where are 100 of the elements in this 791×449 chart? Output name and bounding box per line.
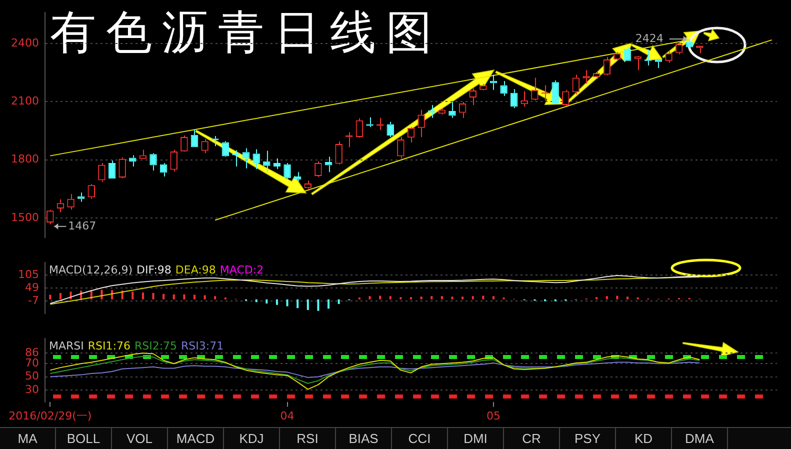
bar (49, 294, 52, 300)
y-tick-label: 70 (25, 356, 39, 370)
y-tick-label: 1500 (11, 210, 39, 224)
candlestick (510, 88, 518, 109)
bar (255, 299, 258, 302)
candlestick (448, 101, 456, 118)
candlestick (273, 158, 281, 170)
bar (306, 299, 309, 310)
chart-title: MARSI (49, 339, 84, 352)
bar (152, 292, 154, 300)
bar (266, 299, 268, 304)
bar (162, 294, 165, 300)
bar (296, 299, 299, 308)
bar (451, 296, 454, 300)
bar (59, 292, 62, 300)
bar (482, 296, 484, 300)
bar (472, 296, 474, 300)
text: CR (504, 428, 560, 449)
candlestick (108, 160, 116, 179)
text: RSI (280, 428, 336, 449)
candlestick (438, 108, 446, 115)
candlestick (324, 156, 332, 173)
series-label: DIF:98 (136, 263, 172, 276)
text: KD (616, 428, 672, 449)
bar (389, 296, 392, 300)
y-tick-label: 86 (25, 346, 39, 359)
candlestick (552, 80, 559, 104)
candlestick (592, 70, 600, 80)
bar (606, 296, 608, 300)
text: KDJ (224, 428, 280, 449)
text: BIAS (336, 428, 392, 449)
bar (626, 296, 629, 300)
bar (204, 295, 206, 300)
candlestick (686, 38, 693, 49)
candlestick (500, 80, 508, 96)
candlestick (356, 118, 364, 138)
series-label: RSI2:75 (134, 339, 178, 352)
candlestick (654, 60, 662, 69)
bar (430, 296, 433, 300)
text: CCI (392, 428, 448, 449)
candlestick (139, 149, 147, 159)
bar (132, 292, 134, 300)
bar (172, 294, 175, 300)
text: BOLL (56, 428, 112, 449)
series-label: DEA:98 (175, 263, 216, 276)
text: DMA (672, 428, 728, 449)
y-tick-label: 50 (25, 370, 39, 383)
candlestick (77, 192, 85, 202)
candlestick (335, 140, 342, 166)
bar (492, 296, 494, 300)
y-tick-label: 105 (18, 268, 39, 282)
candlestick (582, 70, 590, 84)
text: PSY (560, 428, 616, 449)
candlestick (222, 140, 230, 156)
bar (379, 296, 382, 300)
y-tick-label: 2100 (11, 94, 39, 108)
bar (420, 296, 422, 300)
bar (616, 296, 618, 300)
candlestick (190, 128, 198, 148)
text: DMI (448, 428, 504, 449)
candlestick (572, 74, 580, 95)
annotation: MACD:2 (220, 263, 264, 276)
candlestick (98, 162, 106, 182)
chart-title: 有色沥青日线图 (50, 4, 442, 60)
text: MACD (168, 428, 224, 449)
text: MA (0, 428, 56, 449)
candlestick (418, 109, 425, 138)
bar (276, 299, 278, 305)
candlestick (242, 148, 250, 169)
annotation: 1467 (68, 219, 96, 232)
bar (183, 294, 186, 300)
candlestick (428, 104, 436, 118)
bar (286, 299, 288, 306)
bar (462, 296, 464, 300)
chart-title: MACD(12,26,9) (49, 263, 133, 276)
series-label: RSI1:76 (88, 339, 130, 352)
candlestick (562, 89, 570, 107)
bar (368, 296, 371, 300)
x-tick-label: 04 (280, 409, 294, 422)
x-tick-label: 05 (486, 409, 500, 422)
y-tick-label: 30 (25, 382, 39, 396)
candlestick (397, 136, 404, 159)
bar (338, 299, 340, 304)
candlestick (603, 56, 610, 76)
bar (440, 296, 443, 300)
bar (193, 294, 196, 300)
y-tick-label: -7 (28, 294, 39, 307)
y-tick-label: 49 (25, 280, 39, 294)
text: VOL (112, 428, 168, 449)
candlestick (88, 184, 96, 200)
bar (328, 299, 330, 309)
candlestick (263, 150, 270, 173)
candlestick (634, 56, 642, 71)
candlestick (284, 162, 291, 180)
y-tick-label: 2400 (11, 36, 39, 50)
x-tick-label: 2016/02/29(一) (8, 409, 92, 422)
y-tick-label: 1800 (11, 152, 39, 166)
bar (142, 292, 144, 300)
bar (214, 296, 216, 300)
candlestick (480, 83, 487, 90)
